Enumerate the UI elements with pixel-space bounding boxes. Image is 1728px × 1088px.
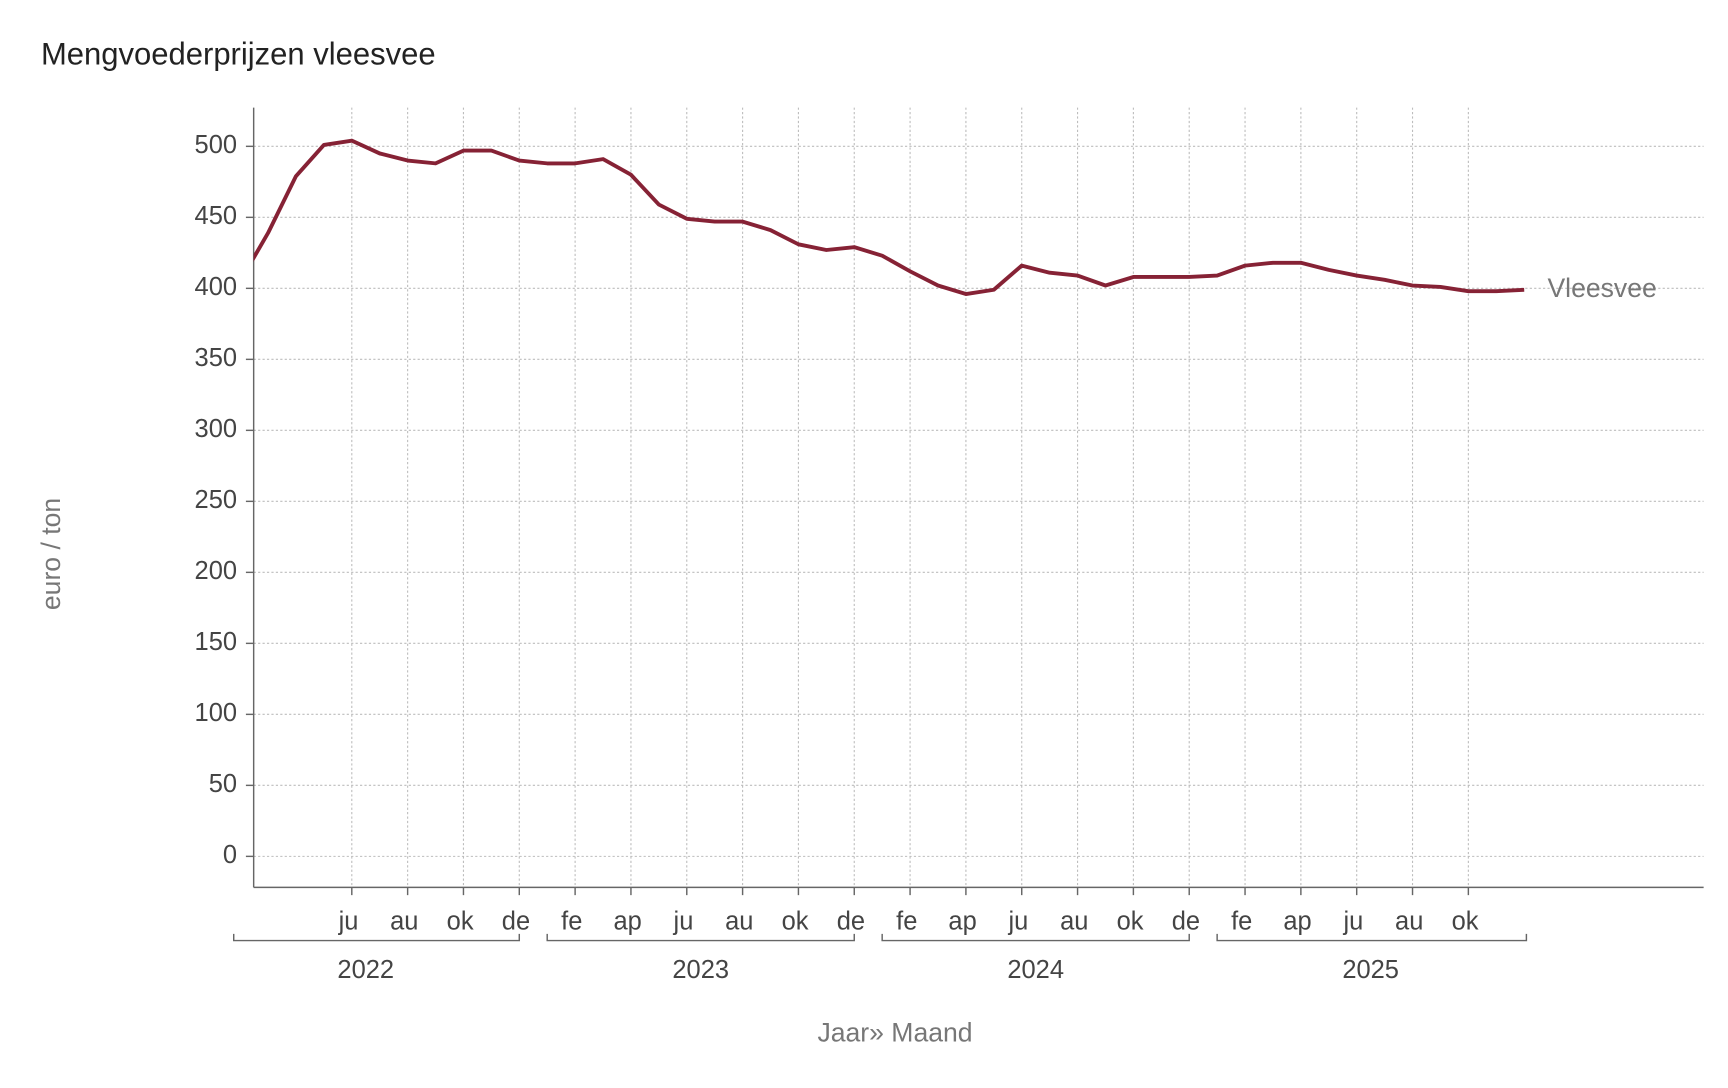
month-tick-label: ju [338, 907, 359, 935]
month-tick-label: de [837, 907, 865, 935]
month-tick-label: ap [613, 907, 641, 935]
month-tick-label: ok [1117, 907, 1144, 935]
y-axis: 0 50 100 150 200 250 300 350 400 450 500 [195, 107, 255, 888]
y-tick-label: 200 [195, 557, 238, 585]
y-axis-title: euro / ton [36, 498, 66, 610]
year-label: 2024 [1007, 956, 1064, 984]
month-tick-label: ju [1007, 907, 1028, 935]
month-tick-label: au [1395, 907, 1423, 935]
y-tick-label: 0 [223, 841, 237, 869]
month-tick-label: de [502, 907, 530, 935]
month-tick-label: fe [1231, 907, 1252, 935]
series-label-vleesvee: Vleesvee [1547, 273, 1656, 303]
y-tick-label: 450 [195, 202, 238, 230]
y-tick-label: 250 [195, 486, 238, 514]
month-tick-label: ju [1342, 907, 1363, 935]
month-tick-label: au [1060, 907, 1088, 935]
year-bracket [1216, 933, 1528, 942]
chart-title: Mengvoederprijzen vleesvee [41, 36, 436, 71]
gridlines [253, 107, 1704, 888]
month-tick-label: ok [1452, 907, 1479, 935]
month-tick-label: fe [561, 907, 582, 935]
year-bracket [881, 933, 1190, 942]
x-axis: ju au ok de fe ap ju au ok de fe ap ju au ok de fe ap ju au… [233, 886, 1704, 984]
month-tick-label: au [725, 907, 753, 935]
x-axis-title: Jaar» Maand [817, 1017, 972, 1047]
series-layer [253, 138, 1525, 296]
month-tick-label: ju [673, 907, 694, 935]
year-label: 2025 [1342, 956, 1399, 984]
y-tick-label: 350 [195, 344, 238, 372]
year-bracket [546, 933, 855, 942]
year-label: 2023 [672, 956, 729, 984]
y-tick-label: 100 [195, 699, 238, 727]
y-tick-label: 300 [195, 415, 238, 443]
year-label: 2022 [337, 956, 394, 984]
year-bracket [233, 933, 521, 942]
y-tick-label: 400 [195, 273, 238, 301]
month-tick-label: fe [896, 907, 917, 935]
month-tick-label: ap [948, 907, 976, 935]
month-tick-label: ok [782, 907, 809, 935]
month-tick-label: ap [1283, 907, 1311, 935]
y-tick-label: 500 [195, 131, 238, 159]
month-tick-label: ok [447, 907, 474, 935]
month-tick-label: au [390, 907, 418, 935]
y-tick-label: 150 [195, 628, 238, 656]
y-tick-label: 50 [209, 770, 237, 798]
month-tick-label: de [1172, 907, 1200, 935]
